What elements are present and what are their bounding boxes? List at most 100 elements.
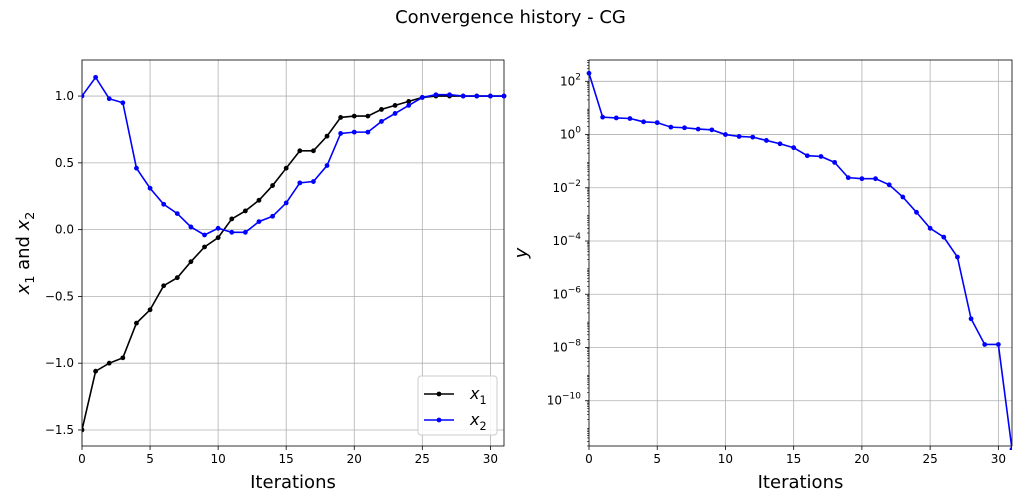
data-point	[106, 360, 112, 366]
y-axis-label: x1 and x2	[13, 212, 37, 296]
data-point	[927, 225, 933, 231]
data-point	[229, 216, 235, 222]
x-tick-label: 25	[922, 452, 937, 466]
data-point	[297, 180, 303, 186]
data-point	[120, 100, 126, 106]
data-point	[93, 74, 99, 80]
y-tick-label: 10−6	[552, 285, 581, 301]
data-point	[791, 145, 797, 151]
data-point	[134, 165, 139, 171]
x-tick-label: 30	[483, 452, 498, 466]
data-point	[641, 119, 646, 125]
y-tick-label: 10−8	[552, 339, 581, 355]
data-point	[736, 134, 742, 139]
data-point	[406, 99, 412, 104]
data-point	[832, 159, 838, 165]
x-axis-label: Iterations	[250, 472, 336, 493]
legend-label: x2	[469, 410, 487, 433]
data-point	[174, 275, 180, 281]
data-point	[351, 129, 357, 135]
data-point	[174, 211, 180, 216]
data-point	[147, 307, 153, 313]
data-point	[859, 176, 865, 182]
x-tick-label: 15	[279, 452, 294, 466]
data-point	[474, 93, 480, 99]
y-tick-label: 102	[560, 72, 581, 88]
data-point	[161, 201, 167, 207]
data-point	[914, 209, 919, 215]
data-point	[229, 229, 235, 235]
y-tick-label: −0.5	[45, 289, 74, 303]
data-point	[283, 200, 289, 206]
data-point	[311, 179, 316, 184]
x-tick-label: 20	[347, 452, 362, 466]
axes-frame	[588, 59, 1013, 447]
data-point	[338, 131, 344, 136]
data-point	[202, 232, 207, 238]
x-tick-label: 5	[653, 452, 661, 466]
data-point	[188, 224, 194, 230]
legend-marker	[436, 391, 442, 397]
x-tick-label: 25	[415, 452, 430, 466]
data-point	[324, 163, 330, 168]
y-tick-label: 10−4	[552, 232, 581, 248]
y-tick-label: 1.0	[55, 89, 74, 103]
y-tick-label: 0.0	[55, 223, 74, 237]
data-point	[338, 115, 344, 120]
data-point	[202, 244, 207, 250]
data-point	[256, 197, 262, 203]
data-point	[654, 120, 660, 126]
data-point	[283, 165, 289, 171]
data-point	[968, 316, 974, 322]
right-chart: 0 5 10 15 20 25 30 102 100 10−2 10−4 10−6 10−8 10−10 I…	[511, 59, 1013, 493]
data-point	[501, 93, 507, 99]
left-chart: 0 5 10 15 20 25 30 −1.5 −1.0 −0.5 0.0 0.5 1.0 Iterati…	[13, 59, 507, 493]
data-point	[750, 134, 756, 140]
x-axis-label: Iterations	[758, 472, 844, 493]
data-point	[392, 103, 398, 108]
data-point	[106, 96, 112, 102]
series-line	[588, 73, 1012, 450]
y-tick-label: 10−10	[547, 392, 582, 408]
data-point	[188, 259, 194, 265]
y-tick-label: −1.0	[45, 356, 74, 370]
legend-label: x1	[469, 384, 487, 407]
data-point	[161, 283, 167, 289]
data-point	[447, 92, 452, 98]
x-tick-label: 0	[78, 452, 86, 466]
series-line	[82, 75, 504, 236]
figure-title: Convergence history - CG	[395, 7, 626, 28]
data-point	[600, 114, 606, 120]
data-point	[586, 70, 592, 76]
x-tick-label: 15	[786, 452, 801, 466]
data-point	[82, 93, 85, 99]
data-point	[351, 113, 357, 119]
data-point	[433, 92, 439, 98]
x-tick-label: 0	[585, 452, 593, 466]
data-point	[270, 183, 275, 188]
data-point	[392, 111, 398, 116]
data-point	[845, 175, 851, 181]
data-point	[723, 132, 728, 137]
data-point	[995, 342, 1001, 347]
data-point	[419, 94, 425, 100]
data-point	[256, 219, 262, 225]
data-point	[982, 342, 988, 347]
y-tick-label: 100	[560, 126, 581, 142]
data-point	[460, 93, 466, 99]
data-point	[873, 176, 878, 182]
y-axis-label: y	[511, 247, 532, 259]
x-tick-label: 5	[146, 452, 154, 466]
y-tick-label: −1.5	[45, 423, 74, 437]
data-point	[324, 133, 330, 139]
data-point	[682, 125, 687, 131]
data-point	[270, 213, 275, 219]
data-point	[311, 148, 316, 154]
data-point	[763, 138, 769, 143]
x-tick-label: 10	[210, 452, 225, 466]
data-point	[242, 229, 248, 235]
data-point	[886, 182, 892, 188]
data-point	[818, 154, 824, 159]
